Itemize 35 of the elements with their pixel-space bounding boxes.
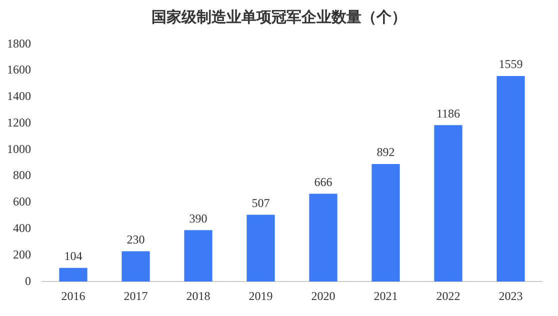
- bar: [434, 125, 462, 282]
- data-label: 507: [252, 196, 270, 210]
- bar: [59, 268, 88, 282]
- x-tick-label: 2016: [61, 288, 86, 303]
- y-tick-label: 800: [13, 168, 31, 182]
- bar: [309, 194, 338, 282]
- bar: [122, 251, 150, 282]
- x-tick-label: 2017: [124, 288, 148, 303]
- y-tick-label: 1000: [7, 142, 31, 156]
- data-label: 1186: [436, 106, 460, 120]
- bar: [372, 164, 400, 282]
- data-label: 666: [314, 174, 332, 189]
- y-tick-label: 1200: [7, 115, 31, 130]
- x-tick-label: 2021: [374, 288, 398, 303]
- data-label: 230: [126, 232, 145, 246]
- bar: [184, 230, 212, 282]
- y-tick-label: 1600: [7, 62, 31, 77]
- x-tick-label: 2020: [311, 288, 336, 303]
- y-tick-label: 200: [13, 247, 31, 262]
- x-tick-label: 2019: [248, 288, 273, 303]
- y-tick-label: 600: [13, 194, 31, 209]
- bar: [246, 214, 275, 282]
- data-label: 104: [64, 249, 82, 264]
- y-tick-label: 0: [25, 274, 31, 288]
- chart-title: 国家级制造业单项冠军企业数量（个）: [150, 8, 408, 27]
- data-label: 1559: [498, 57, 523, 72]
- y-tick-label: 1400: [7, 89, 31, 104]
- y-tick-label: 1800: [7, 36, 31, 50]
- x-tick-label: 2018: [186, 288, 210, 303]
- y-tick-label: 400: [13, 221, 31, 235]
- bar: [496, 76, 525, 282]
- data-label: 390: [189, 211, 208, 226]
- data-label: 892: [376, 145, 395, 160]
- x-tick-label: 2022: [436, 288, 460, 303]
- x-tick-label: 2023: [498, 288, 523, 303]
